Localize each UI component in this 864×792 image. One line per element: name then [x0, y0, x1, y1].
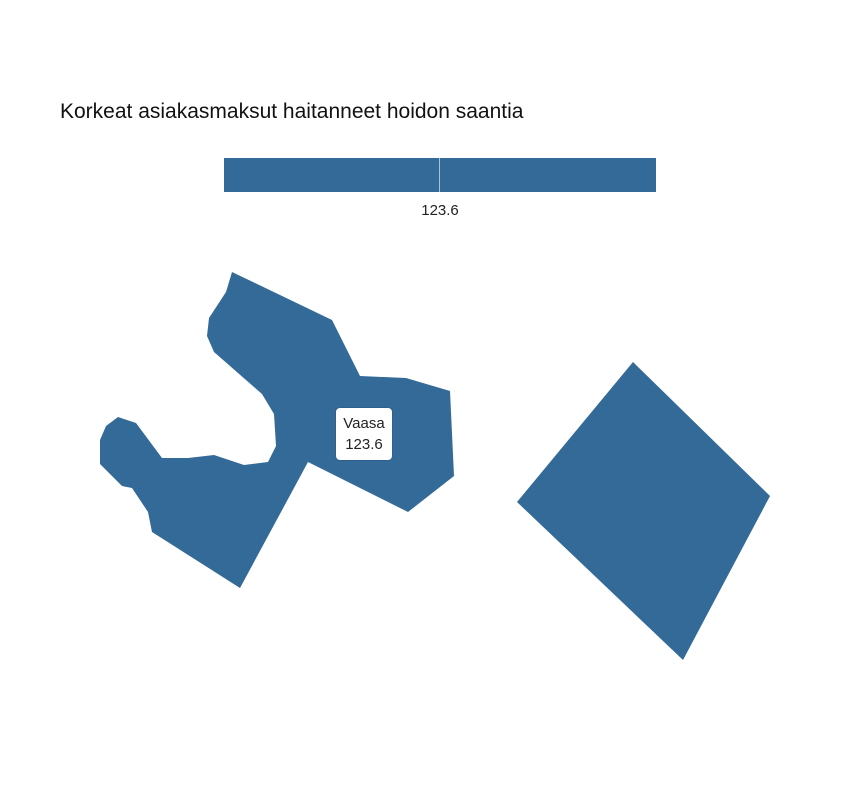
- tooltip-region-name: Vaasa: [343, 415, 385, 432]
- map-title: Korkeat asiakasmaksut haitanneet hoidon …: [60, 100, 524, 123]
- tooltip-region-value: 123.6: [345, 436, 383, 453]
- region-tooltip: Vaasa 123.6: [336, 408, 392, 460]
- region-mainland-fragment[interactable]: [517, 362, 770, 660]
- color-legend: 123.6: [224, 158, 656, 219]
- legend-value-label: 123.6: [421, 202, 459, 219]
- legend-tick: [439, 158, 440, 192]
- legend-color-bar: [224, 158, 656, 192]
- region-vaasa[interactable]: [100, 272, 454, 588]
